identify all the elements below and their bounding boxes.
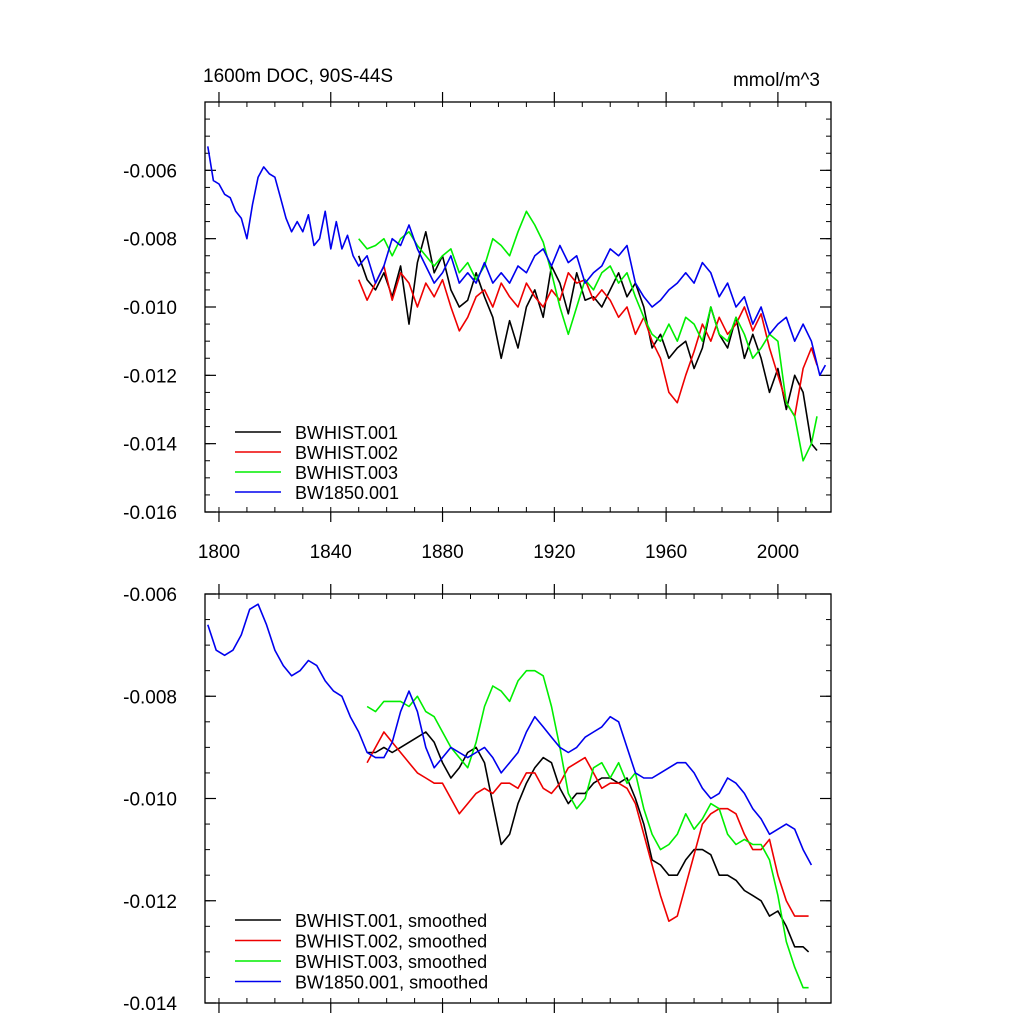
x-tick-label: 1840	[310, 542, 352, 563]
y-tick-label: -0.010	[123, 790, 177, 811]
series-line-4	[207, 146, 827, 377]
x-tick-label: 1800	[198, 542, 240, 563]
y-tick-label: -0.006	[123, 585, 177, 606]
y-tick-label: -0.012	[123, 366, 177, 387]
x-tick-label: 1960	[645, 542, 687, 563]
legend-label: BWHIST.002	[295, 443, 398, 463]
units-label: mmol/m^3	[733, 70, 820, 91]
series-line-3	[366, 669, 809, 989]
legend-label: BWHIST.001	[295, 423, 398, 443]
bottom-panel: -0.014 -0.012 -0.010 -0.008 -0.006 BWHIST.001…	[123, 584, 832, 1015]
legend-label: BWHIST.003, smoothed	[295, 952, 487, 972]
legend-label: BWHIST.001, smoothed	[295, 911, 487, 931]
series-line-1	[357, 231, 818, 452]
y-tick-label: -0.006	[123, 161, 177, 182]
series-line-3	[358, 210, 818, 462]
y-tick-label: -0.014	[123, 435, 177, 456]
x-tick-label: 2000	[757, 542, 799, 563]
x-tick-label: 1880	[421, 542, 463, 563]
chart-title: 1600m DOC, 90S-44S	[203, 66, 393, 87]
y-tick-label: -0.008	[123, 687, 177, 708]
y-tick-label: -0.012	[123, 892, 177, 913]
y-tick-label: -0.014	[123, 994, 177, 1015]
y-tick-label: -0.016	[123, 503, 177, 524]
x-tick-label: 1920	[533, 542, 575, 563]
top-panel: 1600m DOC, 90S-44S mmol/m^3 -0.016 -0.014…	[123, 66, 832, 563]
series-line-4	[207, 603, 813, 866]
y-tick-label: -0.008	[123, 230, 177, 251]
series-line-2	[357, 265, 818, 418]
legend-label: BWHIST.002, smoothed	[295, 932, 487, 952]
y-tick-label: -0.010	[123, 298, 177, 319]
legend-label: BW1850.001	[295, 483, 399, 503]
legend-label: BWHIST.003	[295, 463, 398, 483]
series-line-2	[366, 731, 809, 922]
legend-label: BW1850.001, smoothed	[295, 973, 488, 993]
